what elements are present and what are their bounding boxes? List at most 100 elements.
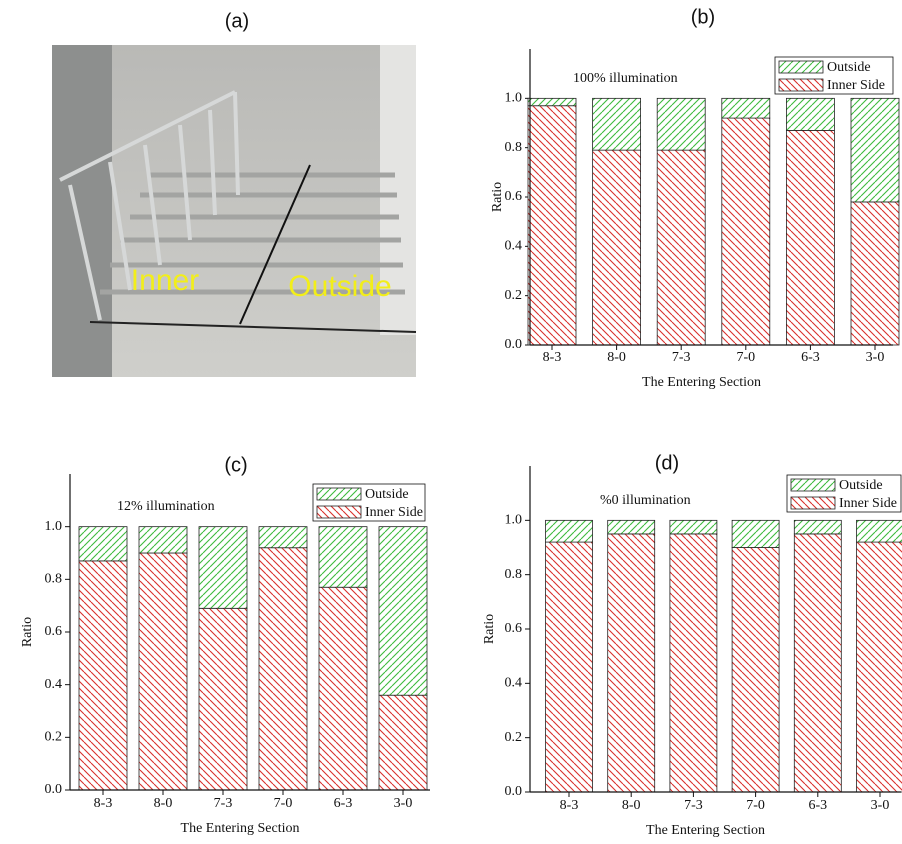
y-tick-label: 0.6	[505, 621, 523, 636]
y-tick-label: 0.4	[505, 239, 523, 254]
bar-segment	[608, 520, 655, 534]
bar-segment	[379, 527, 427, 696]
bar-segment	[657, 150, 705, 345]
bar-segment	[670, 520, 717, 534]
x-tick-label: 3-0	[871, 798, 890, 813]
x-tick-label: 3-0	[394, 796, 413, 811]
bar-segment	[670, 534, 717, 792]
bar-segment	[786, 130, 834, 345]
y-tick-label: 0.2	[505, 730, 523, 745]
x-tick-label: 7-3	[214, 796, 233, 811]
panel-title: (b)	[691, 6, 715, 28]
x-tick-label: 7-3	[672, 350, 691, 365]
photo: Inner Outside	[52, 45, 416, 377]
legend-swatch	[317, 488, 361, 500]
x-tick-label: 6-3	[801, 350, 820, 365]
annotation: 12% illumination	[117, 499, 215, 514]
y-tick-label: 0.8	[505, 567, 523, 582]
x-tick-label: 7-0	[736, 350, 755, 365]
figure: (a) Inner Outside (b) 100% illumination Th…	[0, 0, 902, 844]
x-tick-label: 8-3	[543, 350, 562, 365]
y-tick-label: 0.4	[45, 677, 63, 692]
photo-wall	[52, 45, 112, 377]
legend-swatch	[791, 497, 835, 509]
x-tick-label: 6-3	[334, 796, 353, 811]
bar-segment	[794, 520, 841, 534]
bar-segment	[319, 587, 367, 790]
bar-segment	[528, 98, 576, 105]
bar-segment	[593, 98, 641, 150]
panel-title: (d)	[655, 452, 679, 474]
y-axis-label: Ratio	[490, 182, 505, 212]
bar-segment	[851, 202, 899, 345]
x-tick-label: 3-0	[866, 350, 885, 365]
bar-segment	[259, 548, 307, 790]
x-tick-label: 7-0	[274, 796, 293, 811]
bar-segment	[732, 548, 779, 793]
x-tick-label: 8-0	[607, 350, 626, 365]
x-tick-label: 8-3	[94, 796, 113, 811]
bar-segment	[259, 527, 307, 548]
panel-title: (c)	[224, 454, 247, 476]
legend-label: Inner Side	[365, 505, 423, 520]
bar-segment	[319, 527, 367, 588]
bar-segment	[851, 98, 899, 202]
y-tick-label: 0.0	[45, 782, 63, 797]
legend-label: Outside	[365, 487, 409, 502]
y-tick-label: 0.8	[505, 140, 523, 155]
photo-label: Outside	[288, 270, 391, 303]
bar-segment	[786, 98, 834, 130]
x-tick-label: 6-3	[808, 798, 827, 813]
x-tick-label: 7-3	[684, 798, 703, 813]
y-tick-label: 0.8	[45, 572, 63, 587]
y-tick-label: 1.0	[45, 519, 63, 534]
bar-segment	[199, 527, 247, 609]
bar-segment	[379, 695, 427, 790]
y-tick-label: 0.2	[505, 288, 523, 303]
x-tick-label: 8-3	[560, 798, 579, 813]
y-tick-label: 0.0	[505, 784, 523, 799]
bar-segment	[79, 561, 127, 790]
y-tick-label: 0.6	[505, 189, 523, 204]
bar-segment	[593, 150, 641, 345]
bar-segment	[857, 520, 902, 542]
y-tick-label: 0.4	[505, 676, 523, 691]
bar-segment	[732, 520, 779, 547]
bar-segment	[857, 542, 902, 792]
x-axis-label: The Entering Section	[642, 375, 761, 390]
photo-label: Inner	[131, 264, 199, 297]
bar-segment	[199, 608, 247, 790]
legend-swatch	[317, 506, 361, 518]
y-tick-label: 1.0	[505, 91, 523, 106]
legend-swatch	[779, 61, 823, 73]
legend-label: Inner Side	[827, 78, 885, 93]
x-tick-label: 7-0	[746, 798, 765, 813]
panel-title: (a)	[225, 10, 249, 32]
x-tick-label: 8-0	[622, 798, 641, 813]
bar-segment	[139, 527, 187, 553]
x-axis-label: The Entering Section	[181, 821, 300, 836]
bar-segment	[528, 106, 576, 345]
legend-swatch	[779, 79, 823, 91]
bar-segment	[79, 527, 127, 561]
bar-segment	[722, 98, 770, 118]
legend-label: Inner Side	[839, 496, 897, 511]
legend-label: Outside	[827, 60, 871, 75]
bar-segment	[657, 98, 705, 150]
bar-segment	[546, 520, 593, 542]
bar-segment	[794, 534, 841, 792]
legend-swatch	[791, 479, 835, 491]
bar-segment	[608, 534, 655, 792]
bar-segment	[722, 118, 770, 345]
y-tick-label: 0.0	[505, 337, 523, 352]
y-axis-label: Ratio	[20, 617, 35, 647]
annotation: %0 illumination	[600, 493, 691, 508]
y-tick-label: 0.6	[45, 624, 63, 639]
bar-segment	[139, 553, 187, 790]
x-tick-label: 8-0	[154, 796, 173, 811]
bar-segment	[546, 542, 593, 792]
legend-label: Outside	[839, 478, 883, 493]
y-tick-label: 1.0	[505, 513, 523, 528]
y-axis-label: Ratio	[482, 614, 497, 644]
annotation: 100% illumination	[573, 71, 678, 86]
